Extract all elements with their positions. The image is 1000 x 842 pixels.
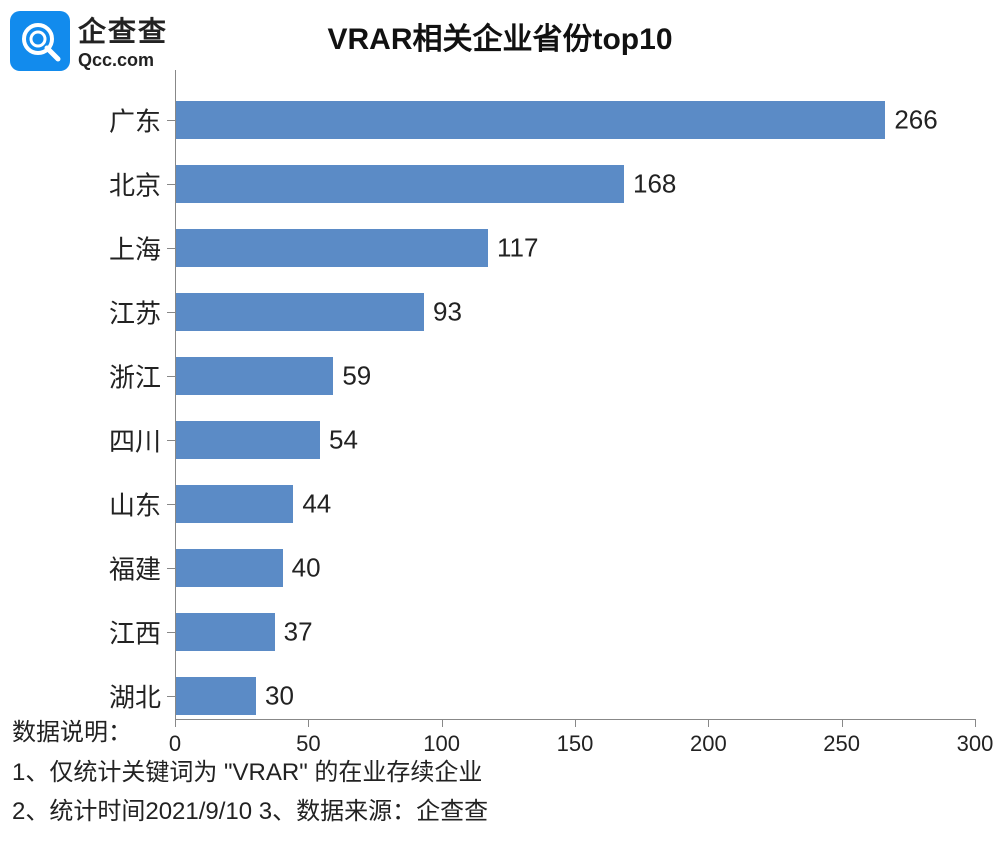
value-label: 266 xyxy=(894,105,937,136)
value-label: 168 xyxy=(633,169,676,200)
category-label: 江西 xyxy=(109,614,161,651)
y-tick xyxy=(167,248,175,249)
chart-title: VRAR相关企业省份top10 xyxy=(0,14,1000,58)
value-label: 117 xyxy=(497,233,538,264)
category-label: 山东 xyxy=(109,486,161,523)
bar xyxy=(176,229,488,267)
bar xyxy=(176,613,275,651)
value-label: 30 xyxy=(265,681,294,712)
bar-chart: 050100150200250300广东266北京168上海117江苏93浙江5… xyxy=(175,70,975,730)
value-label: 40 xyxy=(292,553,321,584)
category-label: 浙江 xyxy=(109,358,161,395)
y-tick xyxy=(167,504,175,505)
footnote-line: 2、统计时间2021/9/10 3、数据来源：企查查 xyxy=(12,792,488,832)
category-label: 江苏 xyxy=(109,294,161,331)
footnote-line: 1、仅统计关键词为 "VRAR" 的在业存续企业 xyxy=(12,753,488,793)
x-tick xyxy=(708,719,709,727)
bar xyxy=(176,293,424,331)
y-tick xyxy=(167,696,175,697)
bar xyxy=(176,357,333,395)
x-tick xyxy=(575,719,576,727)
y-tick xyxy=(167,312,175,313)
value-label: 44 xyxy=(302,489,331,520)
bar xyxy=(176,677,256,715)
x-tick-label: 200 xyxy=(690,731,727,757)
y-tick xyxy=(167,120,175,121)
value-label: 59 xyxy=(342,361,371,392)
x-tick xyxy=(975,719,976,727)
footnote-heading: 数据说明： xyxy=(12,713,488,753)
bar xyxy=(176,485,293,523)
y-tick xyxy=(167,632,175,633)
category-label: 湖北 xyxy=(109,678,161,715)
category-label: 四川 xyxy=(109,422,161,459)
value-label: 54 xyxy=(329,425,358,456)
x-tick-label: 150 xyxy=(557,731,594,757)
x-tick-label: 300 xyxy=(957,731,994,757)
y-tick xyxy=(167,376,175,377)
x-tick-label: 250 xyxy=(823,731,860,757)
value-label: 37 xyxy=(284,617,313,648)
bar xyxy=(176,101,885,139)
y-tick xyxy=(167,184,175,185)
value-label: 93 xyxy=(433,297,462,328)
footnote: 数据说明： 1、仅统计关键词为 "VRAR" 的在业存续企业 2、统计时间202… xyxy=(12,713,488,832)
bar xyxy=(176,549,283,587)
y-tick xyxy=(167,568,175,569)
bar xyxy=(176,165,624,203)
category-label: 广东 xyxy=(109,102,161,139)
category-label: 福建 xyxy=(109,550,161,587)
bar xyxy=(176,421,320,459)
category-label: 上海 xyxy=(109,230,161,267)
y-tick xyxy=(167,440,175,441)
category-label: 北京 xyxy=(109,166,161,203)
x-tick xyxy=(842,719,843,727)
